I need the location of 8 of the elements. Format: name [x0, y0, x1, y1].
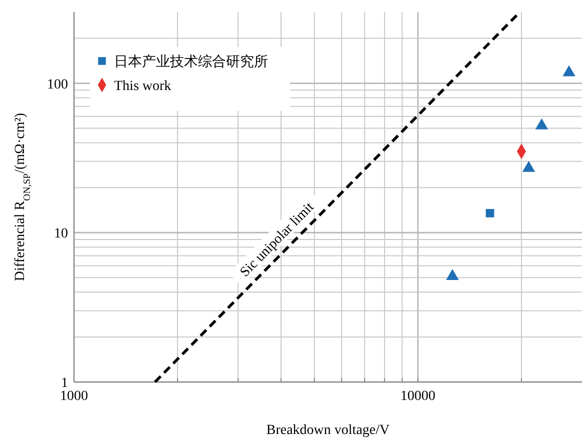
x-axis-title: Breakdown voltage/V — [266, 423, 390, 438]
x-tick-label: 1000 — [60, 389, 88, 404]
y-tick-label: 10 — [54, 226, 68, 242]
y-tick-label: 1 — [61, 376, 68, 391]
legend-label: 日本产业技术综合研究所 — [114, 54, 268, 70]
y-tick-label: 100 — [47, 77, 68, 92]
legend-label: This work — [114, 79, 172, 94]
x-tick-label: 10000 — [400, 389, 436, 404]
